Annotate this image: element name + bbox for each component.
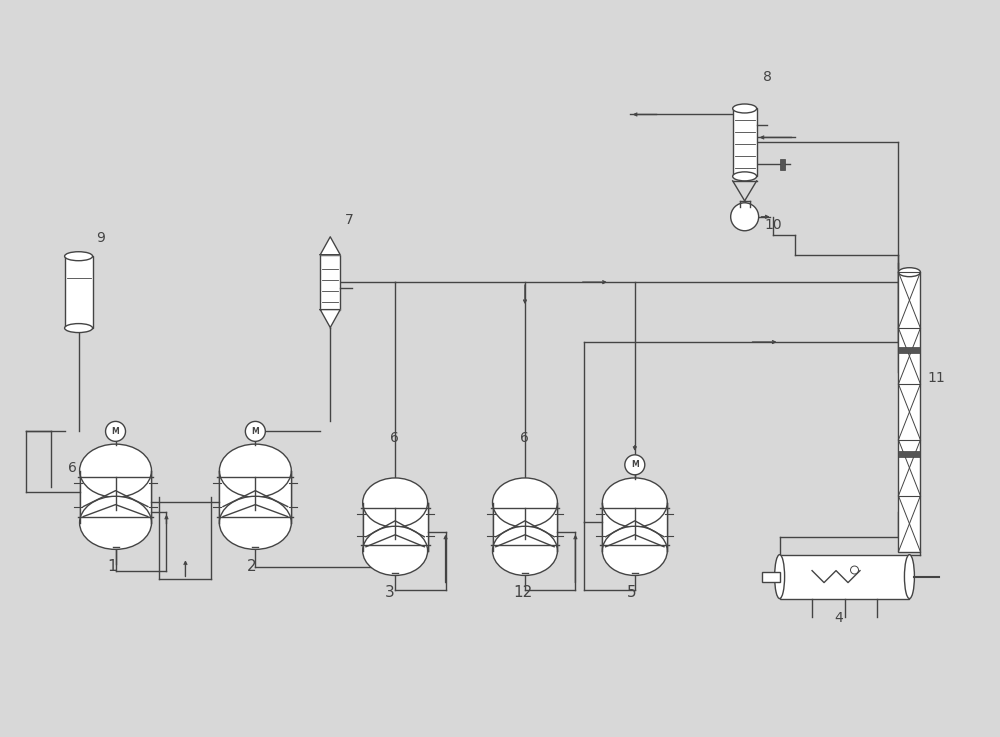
- Ellipse shape: [493, 478, 557, 527]
- Ellipse shape: [602, 526, 667, 576]
- Text: 4: 4: [835, 610, 843, 624]
- Bar: [780, 555, 909, 598]
- Text: 9: 9: [97, 231, 105, 245]
- Ellipse shape: [602, 478, 667, 527]
- Text: 6: 6: [68, 461, 76, 475]
- Bar: [320, 255, 340, 310]
- Ellipse shape: [733, 104, 757, 113]
- Text: 8: 8: [763, 69, 772, 83]
- Bar: [602, 503, 667, 551]
- Text: 10: 10: [765, 217, 782, 231]
- Text: 6: 6: [520, 431, 529, 445]
- Bar: [219, 471, 291, 523]
- Bar: [780, 159, 785, 170]
- Circle shape: [625, 455, 645, 475]
- Text: 1: 1: [108, 559, 117, 574]
- Bar: [363, 503, 428, 551]
- Text: 11: 11: [927, 371, 945, 385]
- Ellipse shape: [219, 444, 291, 497]
- Ellipse shape: [904, 555, 914, 598]
- Ellipse shape: [80, 444, 151, 497]
- Bar: [762, 572, 780, 581]
- Circle shape: [245, 422, 265, 441]
- Text: 3: 3: [385, 585, 395, 601]
- Bar: [733, 108, 757, 176]
- Ellipse shape: [898, 268, 920, 276]
- Ellipse shape: [775, 555, 785, 598]
- Bar: [898, 451, 920, 457]
- Ellipse shape: [65, 252, 93, 261]
- Text: M: M: [631, 461, 639, 469]
- Polygon shape: [320, 237, 340, 255]
- Ellipse shape: [363, 478, 428, 527]
- Ellipse shape: [493, 526, 557, 576]
- Text: 5: 5: [627, 585, 636, 601]
- Polygon shape: [320, 310, 340, 327]
- Ellipse shape: [65, 324, 93, 332]
- Bar: [65, 256, 93, 328]
- Bar: [898, 272, 920, 552]
- Text: M: M: [112, 427, 119, 436]
- Text: 12: 12: [513, 585, 532, 601]
- Text: 7: 7: [345, 213, 354, 227]
- Text: 2: 2: [247, 559, 257, 574]
- Ellipse shape: [80, 496, 151, 549]
- Circle shape: [731, 203, 759, 231]
- Ellipse shape: [733, 172, 757, 181]
- Circle shape: [106, 422, 126, 441]
- Ellipse shape: [363, 526, 428, 576]
- Bar: [80, 471, 151, 523]
- Text: M: M: [251, 427, 259, 436]
- Bar: [898, 347, 920, 354]
- Bar: [493, 503, 557, 551]
- Text: 6: 6: [390, 431, 399, 445]
- Ellipse shape: [219, 496, 291, 549]
